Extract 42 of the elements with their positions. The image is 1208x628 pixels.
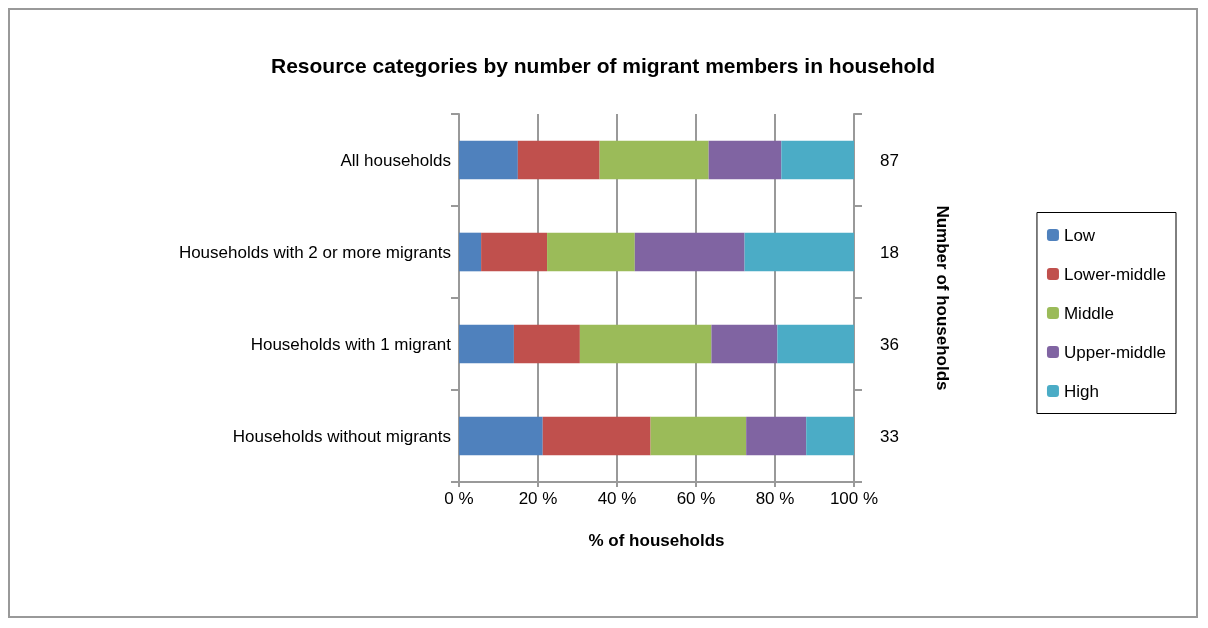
bar <box>599 140 709 180</box>
x-tick-label: 40 % <box>597 489 637 508</box>
bar <box>650 416 747 456</box>
bar <box>579 324 712 364</box>
bar <box>481 232 548 272</box>
bar <box>459 416 543 456</box>
y2-tick-label: 33 <box>880 426 899 446</box>
bar <box>459 324 514 364</box>
y-tick-label: Households without migrants <box>232 426 451 446</box>
bar <box>744 232 854 272</box>
bar <box>806 416 854 456</box>
x-tick-label: 0 % <box>444 489 474 508</box>
y-tick-label: Households with 1 migrant <box>250 334 452 354</box>
bar <box>542 416 651 456</box>
bar <box>634 232 745 272</box>
bar <box>513 324 580 364</box>
y-tick-label: All households <box>340 150 451 170</box>
legend-label: High <box>1063 381 1099 401</box>
bar <box>777 324 854 364</box>
x-tick-label: 60 % <box>676 489 716 508</box>
bar <box>459 140 518 180</box>
legend-label: Lower-middle <box>1063 264 1167 284</box>
bar <box>711 324 778 364</box>
x-tick-label: 100 % <box>829 489 879 508</box>
x-axis-title: % of households <box>588 531 725 550</box>
y2-tick-label: 18 <box>880 242 899 262</box>
y-tick-label: Households with 2 or more migrants <box>178 242 451 262</box>
y2-tick-label: 36 <box>880 334 899 354</box>
y2-axis-title: Number of households <box>933 205 952 391</box>
legend-label: Low <box>1063 225 1096 245</box>
x-tick-label: 80 % <box>755 489 795 508</box>
bar <box>746 416 807 456</box>
y2-tick-label: 87 <box>880 150 899 170</box>
bar <box>517 140 600 180</box>
bar <box>708 140 782 180</box>
legend-label: Middle <box>1063 303 1115 323</box>
bar <box>781 140 854 180</box>
legend-label: Upper-middle <box>1063 342 1167 362</box>
bar <box>547 232 635 272</box>
x-tick-label: 20 % <box>518 489 558 508</box>
bar <box>459 232 482 272</box>
chart-title: Resource categories by number of migrant members in household <box>271 54 935 77</box>
